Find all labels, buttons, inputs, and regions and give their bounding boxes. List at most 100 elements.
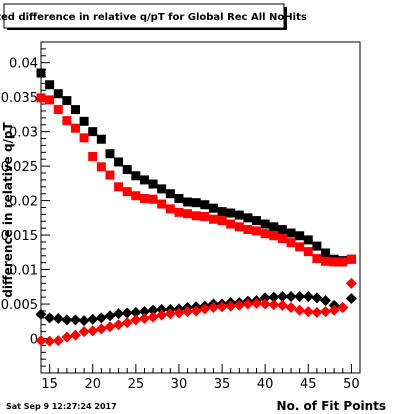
data-point-square bbox=[269, 231, 279, 241]
data-point-diamond bbox=[285, 301, 297, 313]
data-point-diamond bbox=[216, 301, 228, 313]
y-tick-label: 0.01 bbox=[9, 264, 38, 279]
data-point-square bbox=[200, 200, 210, 210]
data-point-diamond bbox=[113, 308, 125, 320]
data-point-square bbox=[183, 209, 193, 219]
data-point-square bbox=[45, 95, 55, 105]
data-point-square bbox=[329, 257, 339, 267]
y-tick-label: 0.03 bbox=[9, 126, 38, 141]
data-point-square bbox=[277, 225, 287, 235]
data-point-square bbox=[243, 213, 253, 223]
data-point-square bbox=[312, 254, 322, 264]
data-point-diamond bbox=[320, 306, 332, 318]
data-point-square bbox=[131, 191, 141, 201]
data-point-square bbox=[191, 198, 201, 208]
data-point-square bbox=[338, 257, 348, 267]
data-point-square bbox=[88, 127, 98, 137]
data-point-diamond bbox=[35, 335, 47, 347]
y-tick-label: 0.04 bbox=[9, 57, 38, 72]
data-point-diamond bbox=[285, 290, 297, 302]
data-point-square bbox=[70, 105, 80, 115]
data-point-diamond bbox=[61, 331, 73, 343]
data-point-square bbox=[243, 225, 253, 235]
data-point-diamond bbox=[311, 306, 323, 318]
data-point-diamond bbox=[87, 325, 99, 337]
data-point-diamond bbox=[35, 308, 47, 320]
title-shadow-right bbox=[284, 7, 287, 30]
x-axis-label: No. of Fit Points bbox=[277, 399, 386, 413]
data-point-square bbox=[122, 187, 132, 197]
data-point-square bbox=[286, 228, 296, 238]
data-point-square bbox=[226, 219, 236, 229]
data-point-square bbox=[217, 216, 227, 226]
data-point-diamond bbox=[95, 323, 107, 335]
data-point-diamond bbox=[207, 301, 219, 313]
data-point-diamond bbox=[121, 307, 133, 319]
data-point-square bbox=[234, 210, 244, 220]
data-point-square bbox=[200, 211, 210, 221]
y-tick-label: 0.02 bbox=[9, 195, 38, 210]
data-point-square bbox=[286, 238, 296, 248]
data-point-square bbox=[269, 222, 279, 232]
y-tick-label: 0.025 bbox=[1, 160, 38, 175]
data-point-square bbox=[295, 242, 305, 252]
data-point-diamond bbox=[78, 326, 90, 338]
data-point-square bbox=[36, 93, 46, 103]
data-point-diamond bbox=[302, 306, 314, 318]
data-point-diamond bbox=[268, 291, 280, 303]
data-point-diamond bbox=[44, 312, 56, 324]
data-point-diamond bbox=[52, 313, 64, 325]
data-point-square bbox=[105, 149, 115, 159]
data-point-square bbox=[208, 203, 218, 213]
data-point-square bbox=[312, 241, 322, 251]
data-point-diamond bbox=[130, 314, 142, 326]
data-point-diamond bbox=[311, 292, 323, 304]
data-point-diamond bbox=[156, 304, 168, 316]
data-point-diamond bbox=[138, 313, 150, 325]
data-point-diamond bbox=[233, 299, 245, 311]
data-point-square bbox=[252, 216, 262, 226]
data-point-diamond bbox=[328, 304, 340, 316]
data-point-diamond bbox=[294, 290, 306, 302]
data-point-diamond bbox=[173, 307, 185, 319]
data-point-diamond bbox=[268, 299, 280, 311]
data-point-diamond bbox=[138, 306, 150, 318]
data-point-diamond bbox=[259, 298, 271, 310]
x-tick-label: 15 bbox=[41, 377, 58, 392]
data-point-diamond bbox=[345, 277, 357, 289]
data-point-square bbox=[157, 184, 167, 194]
y-tick-label: 0 bbox=[30, 333, 38, 348]
data-point-square bbox=[303, 235, 313, 245]
x-axis: 15 20 25 30 35 40 45 50 bbox=[40, 364, 361, 392]
chart-title: Fitted difference in relative q/pT for G… bbox=[0, 12, 307, 23]
data-point-square bbox=[208, 214, 218, 224]
data-point-diamond bbox=[276, 290, 288, 302]
data-point-square bbox=[88, 151, 98, 161]
x-tick-label: 35 bbox=[214, 377, 231, 392]
data-point-square bbox=[139, 175, 149, 185]
data-point-square bbox=[174, 194, 184, 204]
data-point-diamond bbox=[130, 306, 142, 318]
data-point-diamond bbox=[87, 313, 99, 325]
data-point-diamond bbox=[156, 309, 168, 321]
series-1 bbox=[36, 93, 356, 267]
y-axis-label: difference in relative q/pT bbox=[1, 121, 15, 297]
data-point-diamond bbox=[337, 301, 349, 313]
data-point-diamond bbox=[199, 303, 211, 315]
x-tick-label: 30 bbox=[171, 377, 188, 392]
x-tick-label: 20 bbox=[84, 377, 101, 392]
data-point-square bbox=[321, 248, 331, 258]
y-tick-label: 0.015 bbox=[1, 229, 38, 244]
data-point-square bbox=[295, 231, 305, 241]
data-point-diamond bbox=[104, 310, 116, 322]
plot-marks bbox=[35, 68, 357, 347]
data-point-square bbox=[260, 219, 270, 229]
data-point-square bbox=[131, 171, 141, 181]
data-point-diamond bbox=[225, 300, 237, 312]
data-point-square bbox=[217, 207, 227, 217]
data-point-square bbox=[105, 170, 115, 180]
data-point-diamond bbox=[259, 292, 271, 304]
data-point-square bbox=[260, 229, 270, 239]
data-point-diamond bbox=[190, 305, 202, 317]
data-point-diamond bbox=[164, 308, 176, 320]
